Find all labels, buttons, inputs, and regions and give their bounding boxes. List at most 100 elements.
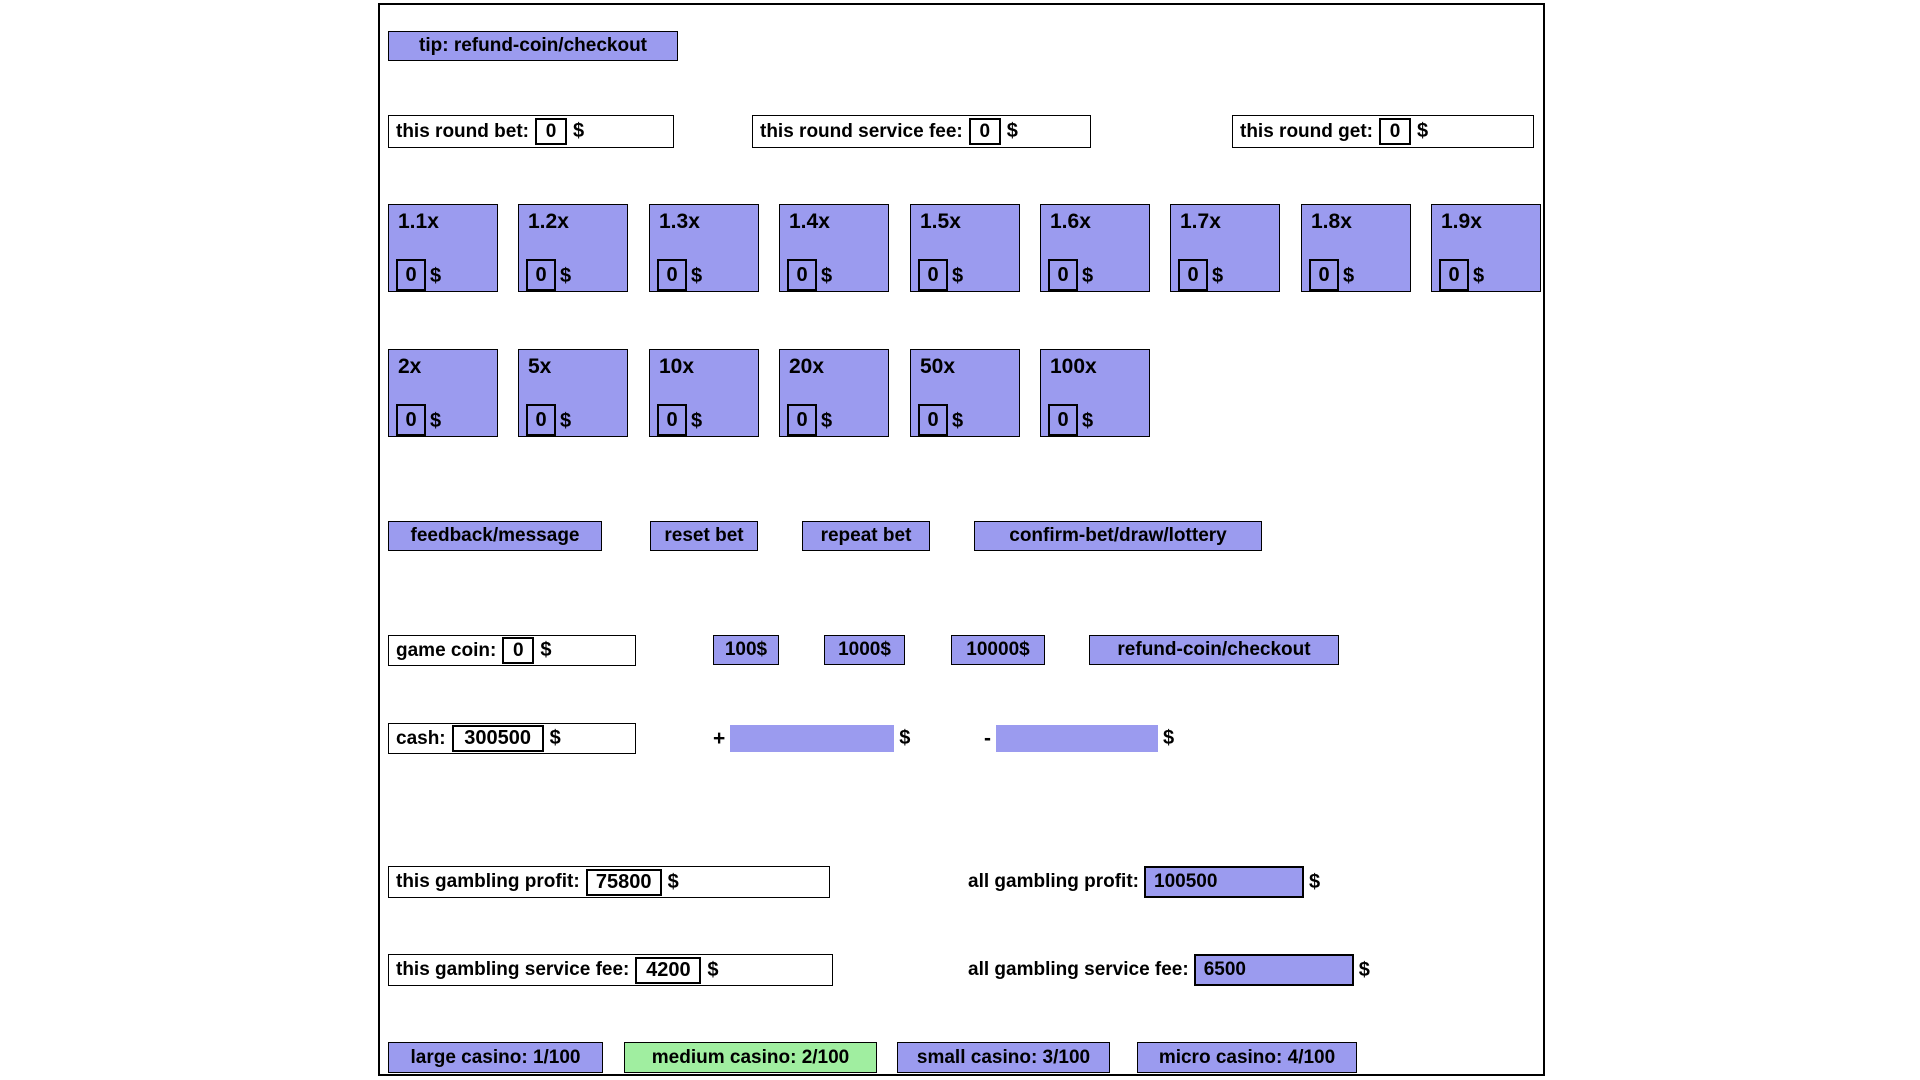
this-gambling-profit-value (585, 868, 662, 896)
multiplier-tile-5x[interactable]: 5x $ (518, 349, 628, 437)
buy-coin-10000-button[interactable]: 10000$ (951, 635, 1045, 665)
multiplier-tile-1.8x[interactable]: 1.8x $ (1301, 204, 1411, 292)
confirm-bet-draw-lottery-button[interactable]: confirm-bet/draw/lottery (974, 521, 1262, 551)
currency-label: $ (430, 265, 442, 287)
multiplier-tile-10x[interactable]: 10x $ (649, 349, 759, 437)
multiplier-label: 1.2x (528, 210, 569, 233)
multiplier-label: 1.1x (398, 210, 439, 233)
repeat-bet-button[interactable]: repeat bet (802, 521, 930, 551)
multiplier-tile-2x[interactable]: 2x $ (388, 349, 498, 437)
multiplier-label: 10x (659, 355, 695, 378)
multiplier-tile-1.3x[interactable]: 1.3x $ (649, 204, 759, 292)
bet-amount-input[interactable] (1048, 404, 1078, 436)
this-gambling-service-fee-label: this gambling service fee: (396, 959, 630, 980)
cash-field: cash: $ (388, 723, 636, 754)
this-round-service-fee-field: this round service fee: $ (752, 115, 1091, 148)
currency-label: $ (1163, 727, 1175, 749)
multiplier-tile-100x[interactable]: 100x $ (1040, 349, 1150, 437)
currency-label: $ (1416, 120, 1429, 142)
buy-coin-100-button[interactable]: 100$ (713, 635, 779, 665)
multiplier-label: 1.5x (920, 210, 961, 233)
all-gambling-profit-label: all gambling profit: (968, 871, 1139, 892)
multiplier-tile-1.6x[interactable]: 1.6x $ (1040, 204, 1150, 292)
bet-amount-input[interactable] (657, 404, 687, 436)
multiplier-tile-1.5x[interactable]: 1.5x $ (910, 204, 1020, 292)
currency-label: $ (1082, 265, 1094, 287)
bet-amount-input[interactable] (526, 404, 556, 436)
micro-casino-button[interactable]: micro casino: 4/100 (1137, 1042, 1357, 1073)
bet-amount-input[interactable] (918, 404, 948, 436)
multiplier-tile-20x[interactable]: 20x $ (779, 349, 889, 437)
currency-label: $ (691, 265, 703, 287)
currency-label: $ (430, 410, 442, 432)
refund-coin-checkout-button[interactable]: refund-coin/checkout (1089, 635, 1339, 665)
reset-bet-button[interactable]: reset bet (650, 521, 758, 551)
cash-label: cash: (396, 727, 446, 749)
this-round-service-fee-label: this round service fee: (760, 120, 963, 142)
cash-value (451, 725, 544, 752)
currency-label: $ (821, 265, 833, 287)
this-gambling-service-fee-value (635, 956, 702, 984)
medium-casino-button-active[interactable]: medium casino: 2/100 (624, 1042, 877, 1073)
bet-amount-input[interactable] (787, 259, 817, 291)
currency-label: $ (691, 410, 703, 432)
bet-amount-input[interactable] (1178, 259, 1208, 291)
all-gambling-service-fee-group: all gambling service fee: $ (968, 954, 1370, 986)
bet-amount-input[interactable] (396, 404, 426, 436)
multiplier-label: 20x (789, 355, 825, 378)
plus-sign: + (713, 726, 726, 750)
large-casino-button[interactable]: large casino: 1/100 (388, 1042, 603, 1073)
buy-coin-1000-button[interactable]: 1000$ (824, 635, 905, 665)
this-round-bet-value (534, 118, 567, 145)
feedback-message-button[interactable]: feedback/message (388, 521, 602, 551)
currency-label: $ (1082, 410, 1094, 432)
currency-label: $ (667, 870, 679, 893)
cash-subtract-input[interactable] (996, 725, 1158, 752)
multiplier-label: 1.4x (789, 210, 830, 233)
small-casino-button[interactable]: small casino: 3/100 (897, 1042, 1110, 1073)
currency-label: $ (1343, 265, 1355, 287)
multiplier-tile-50x[interactable]: 50x $ (910, 349, 1020, 437)
currency-label: $ (1473, 265, 1485, 287)
currency-label: $ (1309, 870, 1321, 893)
multiplier-label: 1.6x (1050, 210, 1091, 233)
this-round-bet-field: this round bet: $ (388, 115, 674, 148)
all-gambling-profit-group: all gambling profit: $ (968, 866, 1320, 898)
multiplier-tile-1.2x[interactable]: 1.2x $ (518, 204, 628, 292)
bet-amount-input[interactable] (1309, 259, 1339, 291)
all-gambling-profit-value (1144, 866, 1304, 898)
currency-label: $ (952, 410, 964, 432)
this-round-get-label: this round get: (1240, 120, 1373, 142)
multiplier-tile-1.1x[interactable]: 1.1x $ (388, 204, 498, 292)
currency-label: $ (560, 265, 572, 287)
bet-amount-input[interactable] (657, 259, 687, 291)
bet-amount-input[interactable] (526, 259, 556, 291)
bet-amount-input[interactable] (1439, 259, 1469, 291)
bet-amount-input[interactable] (396, 259, 426, 291)
tip-refund-coin-checkout-button[interactable]: tip: refund-coin/checkout (388, 31, 678, 61)
bet-amount-input[interactable] (787, 404, 817, 436)
multiplier-label: 1.3x (659, 210, 700, 233)
this-round-bet-label: this round bet: (396, 120, 529, 142)
this-gambling-service-fee-field: this gambling service fee: $ (388, 954, 833, 986)
currency-label: $ (572, 120, 585, 142)
this-gambling-profit-label: this gambling profit: (396, 871, 580, 892)
cash-add-input[interactable] (730, 725, 895, 752)
this-round-service-fee-value (968, 118, 1001, 145)
cash-add-group: + $ (713, 723, 910, 754)
bet-amount-input[interactable] (1048, 259, 1078, 291)
cash-subtract-group: - $ (984, 723, 1174, 754)
currency-label: $ (821, 410, 833, 432)
multiplier-tile-1.9x[interactable]: 1.9x $ (1431, 204, 1541, 292)
multiplier-tile-1.7x[interactable]: 1.7x $ (1170, 204, 1280, 292)
currency-label: $ (549, 727, 561, 749)
bet-amount-input[interactable] (918, 259, 948, 291)
all-gambling-service-fee-label: all gambling service fee: (968, 959, 1189, 980)
currency-label: $ (707, 958, 719, 981)
multiplier-label: 2x (398, 355, 422, 378)
casino-game-window: tip: refund-coin/checkout this round bet… (378, 3, 1545, 1076)
currency-label: $ (1212, 265, 1224, 287)
currency-label: $ (1006, 120, 1018, 142)
multiplier-label: 100x (1050, 355, 1097, 378)
multiplier-tile-1.4x[interactable]: 1.4x $ (779, 204, 889, 292)
